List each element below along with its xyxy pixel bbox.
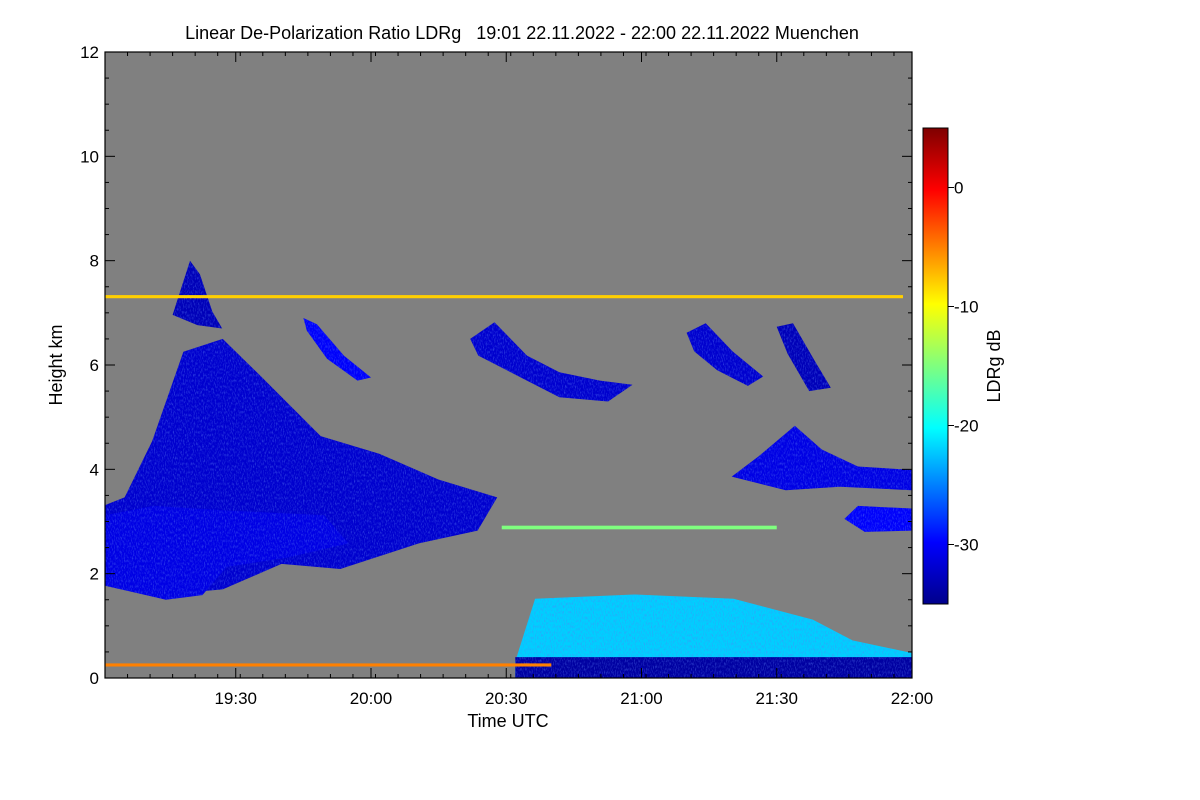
x-tick-label: 20:30: [485, 689, 528, 708]
colorbar: [922, 127, 949, 605]
x-tick-label: 21:30: [755, 689, 798, 708]
colorbar-label: LDRg dB: [984, 329, 1004, 402]
cirrus-streak-1-texture: [172, 260, 223, 329]
data-regions: [105, 260, 912, 678]
y-tick-label: 10: [80, 147, 99, 166]
x-tick-label: 20:00: [350, 689, 393, 708]
colorbar-ticks: 0 -10 -20 -30: [948, 179, 979, 555]
cirrus-fall-streak-2-texture: [303, 318, 371, 381]
y-tick-label: 12: [80, 43, 99, 62]
colorbar-tick-label: -10: [954, 298, 979, 317]
cirrus-streak-5-texture: [776, 323, 831, 392]
colorbar-tick-label: -20: [954, 417, 979, 436]
cirrus-streak-4-texture: [686, 323, 764, 386]
x-tick-label: 21:00: [620, 689, 663, 708]
x-axis-label: Time UTC: [467, 711, 548, 731]
y-tick-label: 4: [90, 460, 99, 479]
cirrus-streak-3-texture: [470, 322, 633, 402]
low-cloud-layer-west-texture: [105, 505, 349, 600]
y-tick-label: 0: [90, 669, 99, 688]
colorbar-tick-label: -30: [954, 536, 979, 555]
layer-2p9km-east-texture: [844, 505, 912, 532]
x-tick-label: 19:30: [214, 689, 257, 708]
mid-level-layer-east-texture: [731, 425, 912, 491]
y-tick-label: 6: [90, 356, 99, 375]
artifact-line-0p25km: [105, 663, 552, 667]
x-tick-label: 22:00: [891, 689, 934, 708]
y-tick-label: 2: [90, 565, 99, 584]
artifact-line-2p9km: [501, 525, 777, 530]
y-axis: 0 2 4 6 8 10 12: [80, 43, 912, 688]
x-axis: 19:30 20:00 20:30 21:00 21:30 22:00: [104, 52, 934, 708]
y-axis-label: Height km: [46, 324, 66, 405]
y-tick-label: 8: [90, 252, 99, 271]
colorbar-tick-label: 0: [954, 179, 963, 198]
chart-title: Linear De-Polarization Ratio LDRg 19:01 …: [185, 23, 859, 43]
artifact-line-7p3km: [105, 295, 903, 299]
near-surface-blue-texture: [515, 657, 912, 678]
